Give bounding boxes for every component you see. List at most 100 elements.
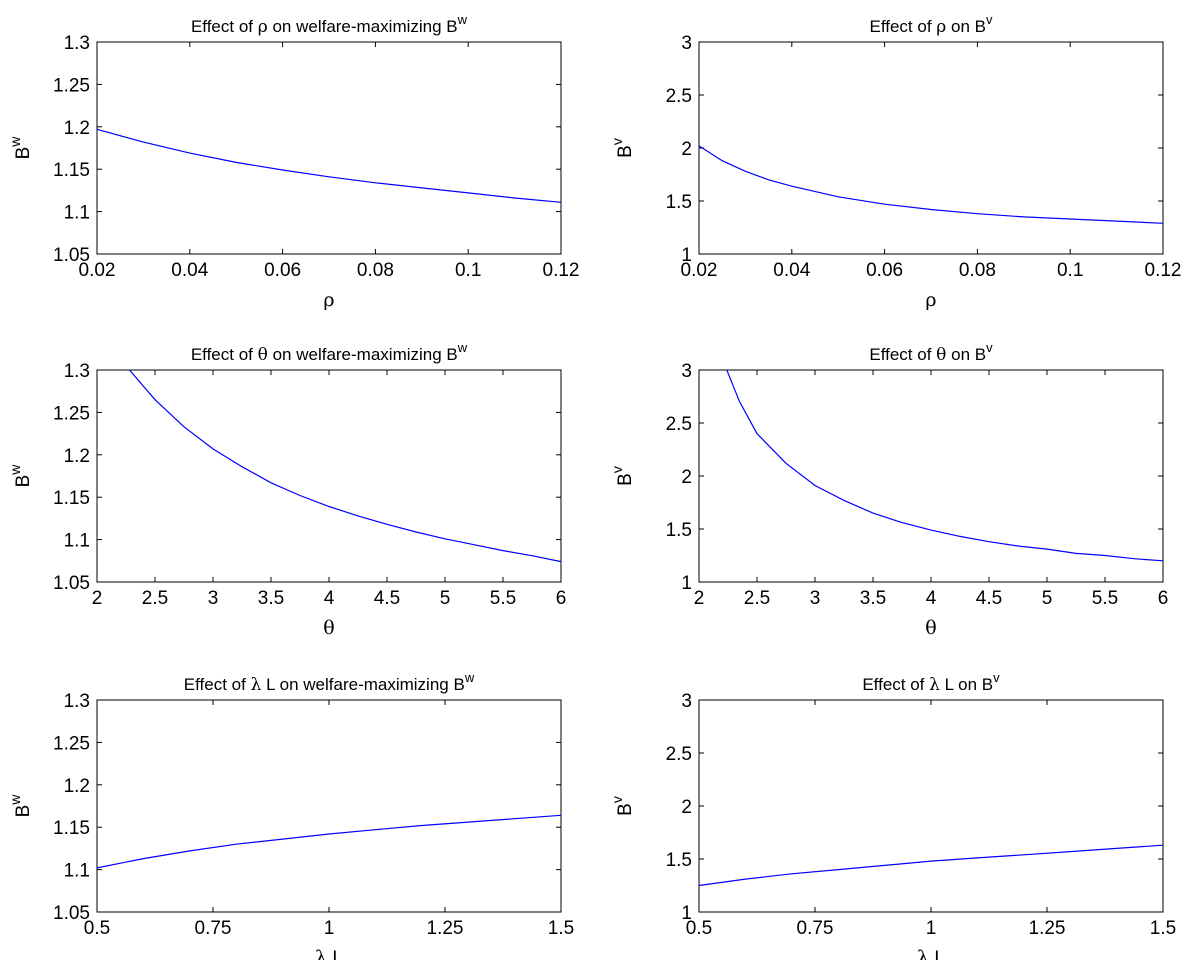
x-axis-label: ρ [323,289,334,311]
chart-panel-5: 0.5 0.75 1 1.25 1.5 1.05 1.1 1.15 1.2 1.25 1.3 Effe… [7,670,574,960]
chart-panel-2: 0.02 0.04 0.06 0.08 0.1 0.12 1 1.5 2 2.5 3 Effect o… [609,12,1181,311]
x-tick-label: 3.5 [860,588,886,609]
x-tick-label: 2.5 [744,588,770,609]
y-tick-label: 1.1 [64,531,90,552]
y-tick-label: 1 [681,573,692,594]
y-tick-label: 2 [681,797,692,818]
x-tick-label: 0.5 [686,918,712,939]
y-axis-label: Bw [7,464,34,488]
y-tick-label: 1.3 [64,33,90,54]
y-axis-label: Bw [7,794,34,818]
y-tick-label: 1.25 [53,75,90,96]
y-tick-label: 1.2 [64,776,90,797]
x-tick-label: 0.04 [171,260,208,281]
x-tick-label: 4.5 [976,588,1002,609]
chart-panel-4: 2 2.5 3 3.5 4 4.5 5 5.5 6 1 1.5 2 2.5 3 Effect of θ on… [609,340,1168,639]
y-axis-label: Bw [7,136,34,160]
y-tick-label: 3 [681,691,692,712]
series-line-1 [96,814,562,869]
chart-title: Effect of ρ on welfare-maximizing Bw [191,12,468,37]
x-axis-label: ρ [925,289,936,311]
y-tick-label: 1.5 [666,520,692,541]
y-tick-label: 2 [681,467,692,488]
y-tick-label: 2.5 [666,86,692,107]
x-tick-label: 0.1 [455,260,481,281]
y-tick-label: 1.15 [53,160,90,181]
chart-title: Effect of θ on welfare-maximizing Bw [191,340,468,365]
y-tick-label: 3 [681,33,692,54]
x-tick-label: 5 [1042,588,1053,609]
chart-panel-3: 2 2.5 3 3.5 4 4.5 5 5.5 6 1.05 1.1 1.15 1.2 1.25 1.3 Ef… [7,340,566,639]
x-tick-label: 1 [324,918,335,939]
x-tick-label: 2 [694,588,705,609]
y-tick-label: 1.3 [64,361,90,382]
y-tick-label: 1.15 [53,818,90,839]
y-tick-label: 3 [681,361,692,382]
y-tick-label: 1.3 [64,691,90,712]
plot-area [96,41,562,255]
x-tick-label: 1.5 [1150,918,1176,939]
x-tick-label: 0.1 [1057,260,1083,281]
y-tick-label: 1.25 [53,403,90,424]
x-tick-label: 5.5 [490,588,516,609]
plot-area [96,699,562,913]
x-tick-label: 0.5 [84,918,110,939]
plot-area [698,699,1164,913]
y-tick-label: 1.25 [53,733,90,754]
x-tick-label: 0.04 [773,260,810,281]
y-tick-label: 1.2 [64,118,90,139]
x-tick-label: 0.06 [866,260,903,281]
x-tick-label: 0.02 [79,260,116,281]
plot-area [698,369,1164,583]
chart-title: Effect of ρ on Bv [870,12,993,37]
y-tick-label: 2.5 [666,414,692,435]
y-tick-label: 1.1 [64,203,90,224]
chart-title: Effect of λ L on welfare-maximizing Bw [184,670,475,695]
y-axis-label: Bv [609,138,636,158]
series-line-1 [698,145,1164,224]
y-tick-label: 1.05 [53,903,90,924]
x-tick-label: 0.12 [543,260,580,281]
x-axis-label: θ [323,617,334,639]
x-tick-label: 1.25 [1029,918,1066,939]
x-tick-label: 2 [92,588,103,609]
x-tick-label: 1.25 [427,918,464,939]
series-line-1 [96,128,562,203]
x-tick-label: 0.08 [959,260,996,281]
x-tick-label: 6 [1158,588,1169,609]
x-tick-label: 2.5 [142,588,168,609]
y-tick-label: 1 [681,903,692,924]
x-axis-label: θ [925,617,936,639]
y-tick-label: 1.05 [53,245,90,266]
x-tick-label: 4 [926,588,937,609]
x-tick-label: 5.5 [1092,588,1118,609]
y-tick-label: 1.5 [666,192,692,213]
x-tick-label: 5 [440,588,451,609]
x-tick-label: 0.08 [357,260,394,281]
y-axis-label: Bv [609,796,636,816]
chart-panel-6: 0.5 0.75 1 1.25 1.5 1 1.5 2 2.5 3 Effect of λ L on… [609,670,1176,960]
x-tick-label: 0.75 [195,918,232,939]
x-tick-label: 1 [926,918,937,939]
y-axis-label: Bv [609,466,636,486]
chart-title: Effect of θ on Bv [869,340,993,365]
y-tick-label: 1 [681,245,692,266]
chart-panel-1: 0.02 0.04 0.06 0.08 0.1 0.12 1.05 1.1 1.15 1.2 1.2… [7,12,579,311]
series-line-1 [129,369,562,563]
x-tick-label: 0.06 [264,260,301,281]
x-tick-label: 0.02 [681,260,718,281]
x-axis-label: λ L [315,947,343,960]
x-tick-label: 3.5 [258,588,284,609]
x-tick-label: 4 [324,588,335,609]
y-tick-label: 1.05 [53,573,90,594]
x-tick-label: 3 [208,588,219,609]
x-tick-label: 0.12 [1145,260,1182,281]
x-tick-label: 4.5 [374,588,400,609]
y-tick-label: 2.5 [666,744,692,765]
x-tick-label: 1.5 [548,918,574,939]
x-axis-label: λ L [917,947,945,960]
y-tick-label: 2 [681,139,692,160]
y-tick-label: 1.2 [64,446,90,467]
